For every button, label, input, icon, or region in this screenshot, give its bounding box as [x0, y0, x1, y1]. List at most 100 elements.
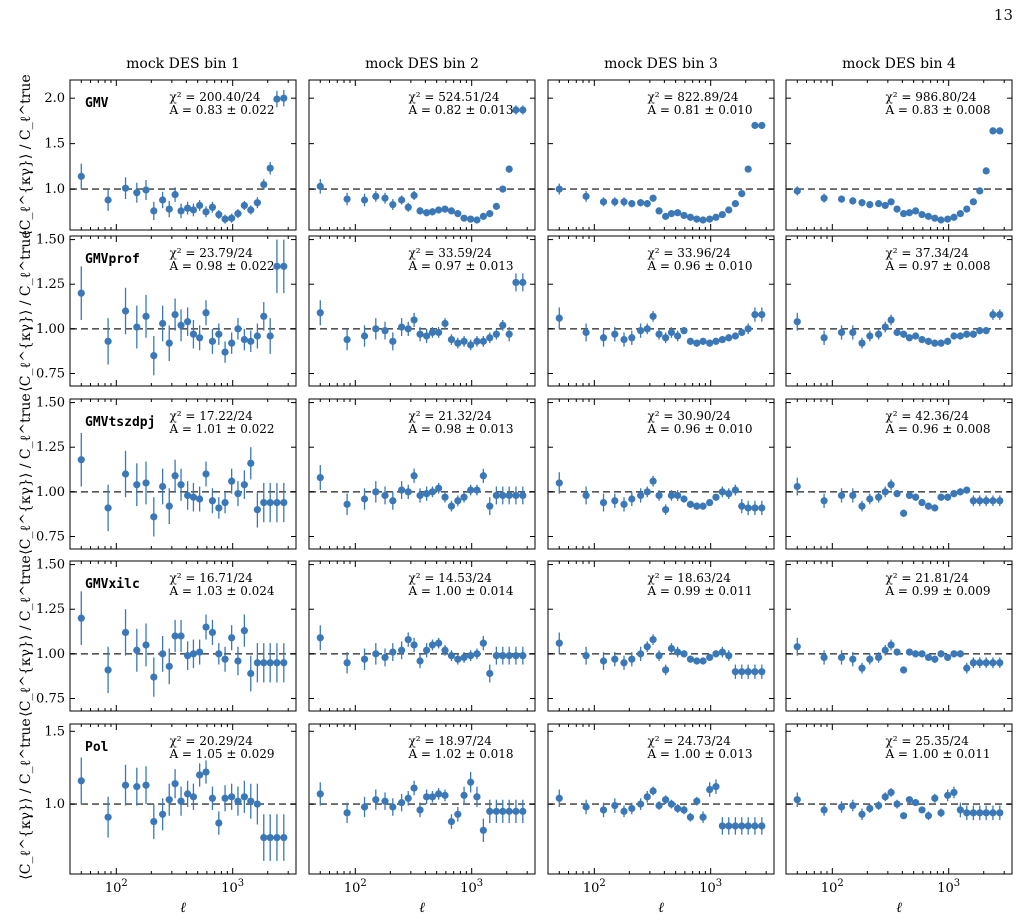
- data-point: [693, 339, 701, 347]
- data-point: [133, 646, 141, 654]
- data-point: [221, 348, 229, 356]
- data-point: [667, 800, 676, 808]
- data-point: [228, 477, 236, 485]
- amplitude-annotation: A = 1.05 ± 0.029: [168, 747, 274, 761]
- data-point: [662, 666, 670, 674]
- data-point: [599, 806, 608, 814]
- y-tick-label: 1.00: [36, 647, 65, 662]
- data-point: [655, 207, 663, 215]
- data-point: [950, 490, 958, 498]
- data-point: [460, 493, 468, 501]
- x-axis-label: ℓ: [896, 900, 902, 916]
- data-point: [969, 659, 977, 667]
- data-point: [912, 332, 920, 340]
- data-point: [976, 187, 984, 195]
- panel-frame: [547, 79, 775, 231]
- data-point: [837, 803, 846, 811]
- data-point: [643, 793, 651, 801]
- data-point: [881, 323, 889, 331]
- chi2-annotation: χ² = 21.81/24: [885, 571, 969, 585]
- amplitude-annotation: A = 1.02 ± 0.018: [407, 747, 513, 761]
- data-point: [900, 509, 908, 517]
- panel-2-2: χ² = 33.59/24A = 0.97 ± 0.013: [308, 235, 536, 387]
- data-point: [643, 643, 651, 651]
- data-point: [260, 833, 268, 842]
- data-point: [693, 657, 701, 665]
- data-point: [893, 205, 901, 213]
- data-point: [189, 793, 198, 801]
- data-point: [793, 796, 801, 804]
- data-point: [208, 203, 217, 211]
- chi2-annotation: χ² = 986.80/24: [885, 90, 976, 104]
- data-point: [628, 200, 636, 208]
- data-point: [875, 330, 883, 338]
- data-point: [667, 210, 676, 218]
- data-point: [989, 659, 997, 667]
- data-point: [655, 801, 663, 810]
- y-axis-label: ⟨C_ℓ^{κγ}⟩ / C_ℓ^true: [18, 555, 34, 716]
- data-point: [875, 493, 883, 501]
- y-tick-label: 1.00: [36, 322, 65, 337]
- data-point: [519, 807, 527, 815]
- data-point: [460, 214, 468, 222]
- data-point: [104, 196, 112, 204]
- amplitude-annotation: A = 0.96 ± 0.010: [646, 422, 752, 436]
- data-point: [706, 785, 714, 794]
- data-point: [751, 504, 759, 512]
- data-point: [599, 657, 608, 665]
- data-point: [674, 648, 682, 656]
- data-point: [360, 495, 369, 503]
- data-point: [240, 627, 248, 635]
- column-title: mock DES bin 2: [365, 56, 479, 72]
- data-point: [662, 796, 670, 804]
- data-point: [881, 488, 889, 496]
- data-point: [611, 330, 619, 338]
- data-point: [982, 327, 990, 335]
- data-point: [77, 614, 85, 622]
- data-point: [950, 332, 958, 340]
- chi2-annotation: χ² = 17.22/24: [169, 409, 253, 423]
- data-point: [989, 497, 997, 505]
- chi2-annotation: χ² = 25.35/24: [885, 734, 969, 748]
- data-point: [208, 628, 217, 637]
- data-point: [866, 332, 874, 340]
- data-point: [918, 498, 926, 507]
- data-point: [266, 332, 274, 340]
- data-point: [381, 194, 389, 202]
- data-point: [467, 652, 475, 660]
- data-point: [693, 502, 701, 510]
- data-point: [924, 502, 933, 510]
- data-point: [793, 643, 801, 651]
- data-point: [875, 653, 883, 662]
- data-point: [900, 330, 908, 338]
- data-point: [982, 659, 990, 667]
- panel-frame: [69, 235, 297, 387]
- y-tick-label: 1.50: [36, 396, 65, 411]
- data-point: [620, 659, 628, 667]
- data-point: [866, 655, 874, 663]
- data-point: [912, 650, 920, 658]
- panel-3-3: χ² = 30.90/24A = 0.96 ± 0.010: [547, 398, 775, 550]
- data-point: [505, 491, 513, 500]
- data-point: [956, 332, 964, 340]
- data-point: [931, 655, 939, 663]
- data-point: [389, 337, 397, 345]
- data-point: [725, 206, 733, 214]
- data-point: [150, 513, 158, 521]
- chi2-annotation: χ² = 37.34/24: [885, 246, 969, 260]
- estimator-label: Pol: [85, 740, 108, 755]
- data-point: [866, 804, 874, 813]
- data-point: [486, 669, 494, 678]
- data-point: [866, 495, 874, 503]
- panel-5-2: 102 103 χ² = 18.97/24A = 1.02 ± 0.018 ℓ: [308, 723, 536, 916]
- data-point: [266, 659, 274, 667]
- data-point: [875, 200, 883, 208]
- data-point: [473, 216, 481, 224]
- column-title: mock DES bin 3: [604, 56, 718, 72]
- data-point: [499, 185, 507, 193]
- data-point: [381, 653, 389, 662]
- data-point: [121, 184, 130, 192]
- data-point: [989, 310, 997, 319]
- data-point: [519, 491, 527, 500]
- data-point: [343, 195, 351, 203]
